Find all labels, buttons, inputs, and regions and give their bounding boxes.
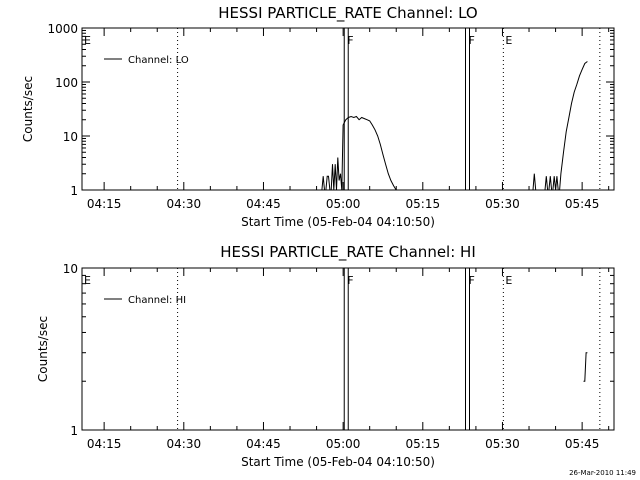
x-tick-label: 04:45 [246,437,281,451]
y-axis-label: Counts/sec [21,76,35,142]
y-tick-label: 1000 [47,22,78,36]
panel-lo: HESSI PARTICLE_RATE Channel: LO Start Tim… [21,4,615,229]
x-tick-label: 05:45 [565,197,600,211]
event-marker-label: F [469,274,475,287]
event-marker-label: E [505,274,512,287]
event-marker-label: F [347,34,353,47]
y-tick-label: 100 [55,76,78,90]
x-tick-label: 05:30 [485,437,520,451]
x-tick-label: 04:45 [246,197,281,211]
x-axis-label: Start Time (05-Feb-04 04:10:50) [241,455,435,469]
timestamp-label: 26-Mar-2010 11:49 [569,469,636,477]
x-tick-label: 05:00 [326,197,361,211]
series-line [321,115,397,191]
event-marker-label: E [84,34,91,47]
x-axis-label: Start Time (05-Feb-04 04:10:50) [241,215,435,229]
x-tick-label: 04:30 [167,437,202,451]
event-marker-label: F [469,34,475,47]
series-line [583,352,588,382]
chart-title: HESSI PARTICLE_RATE Channel: HI [220,243,476,262]
y-tick-label: 1 [70,424,78,438]
x-tick-label: 05:15 [406,197,441,211]
event-marker-label: E [505,34,512,47]
x-tick-label: 05:30 [485,197,520,211]
event-marker-label: F [347,274,353,287]
x-tick-label: 04:15 [87,197,122,211]
x-tick-label: 05:15 [406,437,441,451]
legend-label: Channel: HI [128,295,186,306]
event-marker-label: E [84,274,91,287]
x-tick-label: 05:45 [565,437,600,451]
y-tick-label: 10 [63,262,78,276]
x-tick-label: 05:00 [326,437,361,451]
legend-label: Channel: LO [128,55,189,66]
y-tick-label: 10 [63,130,78,144]
x-tick-label: 04:15 [87,437,122,451]
y-axis-label: Counts/sec [36,316,50,382]
y-tick-label: 1 [70,184,78,198]
x-tick-label: 04:30 [167,197,202,211]
series-line [531,61,588,191]
chart-title: HESSI PARTICLE_RATE Channel: LO [218,4,477,23]
panel-hi: HESSI PARTICLE_RATE Channel: HI Start Tim… [36,243,615,469]
